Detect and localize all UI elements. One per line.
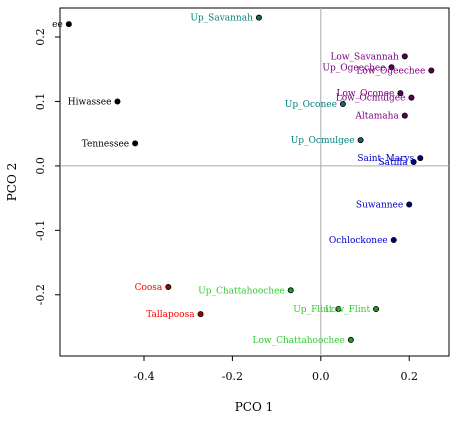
point-label: Up_Savannah — [190, 14, 253, 24]
point-label: Tallapoosa — [146, 310, 195, 320]
x-tick-label: -0.4 — [133, 370, 154, 383]
x-axis: -0.4 -0.2 0.0 0.2 — [133, 356, 418, 383]
y-tick-label: -0.1 — [34, 220, 47, 241]
point-label: Up_Ogeechee — [322, 63, 385, 73]
point-label: Satilla — [378, 158, 408, 168]
point-label: Tennessee — [82, 139, 129, 149]
y-tick-label: -0.2 — [34, 284, 47, 305]
point-label: Low_Savannah — [330, 52, 399, 62]
data-point — [287, 287, 294, 294]
point-label: ee — [52, 20, 63, 30]
data-point — [390, 236, 397, 243]
point-label: Up_Chattahoochee — [198, 286, 285, 296]
x-axis-title: PCO 1 — [235, 400, 274, 414]
point-label: Low_Ocmulgee — [336, 94, 406, 104]
point-label: Low_Flint — [325, 305, 370, 315]
data-point — [401, 112, 408, 119]
data-point — [339, 101, 346, 108]
y-tick-label: 0.0 — [34, 157, 47, 175]
point-label: Low_Chattahoochee — [252, 336, 344, 346]
data-point — [335, 305, 342, 312]
data-point — [255, 14, 262, 21]
y-axis-title: PCO 2 — [5, 163, 19, 202]
data-point — [428, 67, 435, 74]
data-point — [132, 140, 139, 147]
x-tick-label: 0.0 — [312, 370, 330, 383]
point-label: Low_Oconee — [336, 89, 394, 99]
point-label: Hiwassee — [68, 97, 112, 107]
y-tick-label: 0.2 — [34, 28, 47, 46]
point-label: Ochlockonee — [329, 236, 388, 246]
data-point — [197, 311, 204, 318]
point-label: Up_Ocmulgee — [291, 136, 355, 146]
data-point — [417, 155, 424, 162]
y-tick-label: 0.1 — [34, 93, 47, 111]
point-label: Up_Flint — [293, 305, 333, 315]
data-point — [388, 64, 395, 71]
data-points: ee Hiwassee Tennessee Up_Savannah Up_Oconee U… — [52, 14, 435, 346]
data-point — [65, 21, 72, 28]
data-point — [347, 336, 354, 343]
data-point — [401, 53, 408, 60]
data-point — [408, 94, 415, 101]
data-point — [357, 137, 364, 144]
point-label: Up_Oconee — [285, 100, 337, 110]
data-point — [410, 159, 417, 166]
point-label: Saint_Marys — [357, 154, 414, 164]
plot-frame — [59, 7, 450, 357]
point-label: Suwannee — [356, 201, 403, 211]
data-point — [397, 90, 404, 97]
point-label: Altamaha — [354, 112, 399, 122]
x-tick-label: 0.2 — [400, 370, 418, 383]
data-point — [165, 284, 172, 291]
y-axis: -0.2 -0.1 0.0 0.1 0.2 — [34, 28, 60, 305]
data-point — [114, 98, 121, 105]
data-point — [406, 201, 413, 208]
point-label: Coosa — [135, 283, 163, 293]
data-point — [373, 305, 380, 312]
point-label: Low_Ogeechee — [356, 67, 425, 77]
reference-lines — [60, 8, 449, 356]
x-tick-label: -0.2 — [222, 370, 243, 383]
